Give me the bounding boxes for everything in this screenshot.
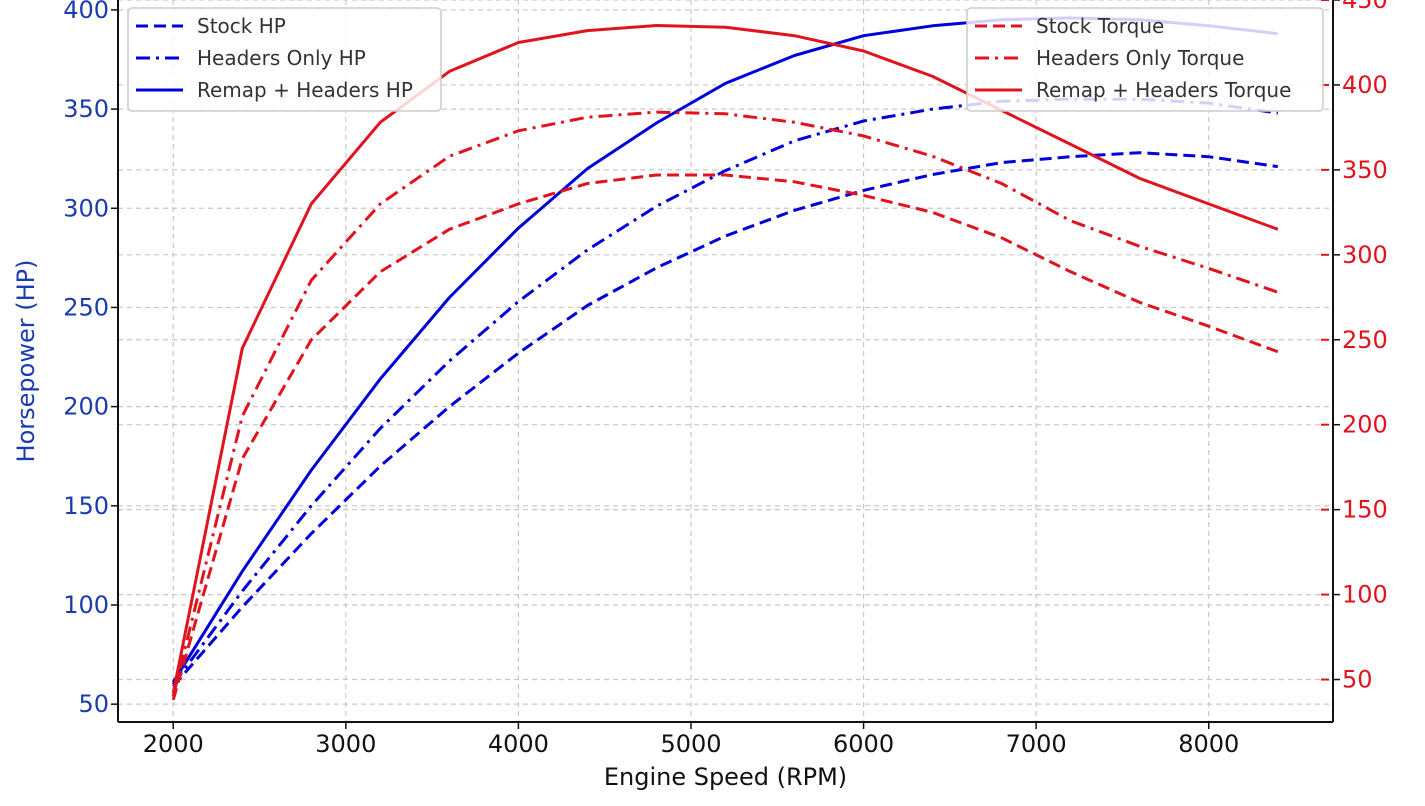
y-tick-label: 100 — [63, 591, 109, 619]
x-tick-label: 7000 — [1006, 730, 1067, 758]
y2-tick-label: 50 — [1342, 666, 1373, 694]
axes — [117, 0, 1334, 723]
y2-tick-label: 350 — [1342, 156, 1388, 184]
y-tick-label: 50 — [78, 690, 109, 718]
series-line — [171, 110, 1279, 697]
x-tick-label: 6000 — [833, 730, 894, 758]
y-tick-label: 350 — [63, 95, 109, 123]
legend-label: Stock Torque — [1036, 14, 1164, 38]
y2-tick-label: 300 — [1342, 241, 1388, 269]
y-tick-label: 150 — [63, 492, 109, 520]
series-line — [171, 16, 1278, 684]
series-line — [171, 24, 1279, 694]
legend-label: Stock HP — [197, 14, 286, 38]
x-tick-label: 5000 — [660, 730, 721, 758]
legend-upper-left: Stock HP Headers Only HP Remap + Headers H… — [127, 7, 442, 112]
y2-tick-label: 200 — [1342, 411, 1388, 439]
y2-tick-label: 400 — [1342, 71, 1388, 99]
tick-labels: 2000 3000 4000 5000 6000 7000 8000 50 100 150 200 2… — [63, 0, 1388, 758]
x-tick-label: 4000 — [488, 730, 549, 758]
y-tick-label: 250 — [63, 293, 109, 321]
legend-box — [966, 7, 1324, 112]
legend-box — [127, 7, 442, 112]
legend-upper-right: Stock Torque Headers Only Torque Remap + H… — [966, 7, 1324, 112]
y-tick-label: 300 — [63, 194, 109, 222]
legend-label: Headers Only HP — [197, 46, 366, 70]
series-line — [171, 97, 1279, 686]
y2-tick-label: 100 — [1342, 581, 1388, 609]
y-axis-title: Horsepower (HP) — [12, 260, 40, 463]
x-tick-label: 8000 — [1178, 730, 1239, 758]
y2-tick-label: 250 — [1342, 326, 1388, 354]
legend-label: Remap + Headers HP — [197, 78, 413, 102]
y2-tick-label: 150 — [1342, 496, 1388, 524]
legend-label: Remap + Headers Torque — [1036, 78, 1291, 102]
legends: Stock HP Headers Only HP Remap + Headers H… — [127, 7, 1324, 112]
series-line — [171, 173, 1279, 701]
x-tick-label: 3000 — [315, 730, 376, 758]
y-tick-label: 400 — [63, 0, 109, 24]
y2-tick-label: 450 — [1342, 0, 1388, 14]
x-axis-title: Engine Speed (RPM) — [604, 763, 847, 791]
x-tick-label: 2000 — [143, 730, 204, 758]
legend-label: Headers Only Torque — [1036, 46, 1244, 70]
series-line — [172, 151, 1279, 688]
chart-series — [171, 16, 1279, 701]
y-tick-label: 200 — [63, 393, 109, 421]
